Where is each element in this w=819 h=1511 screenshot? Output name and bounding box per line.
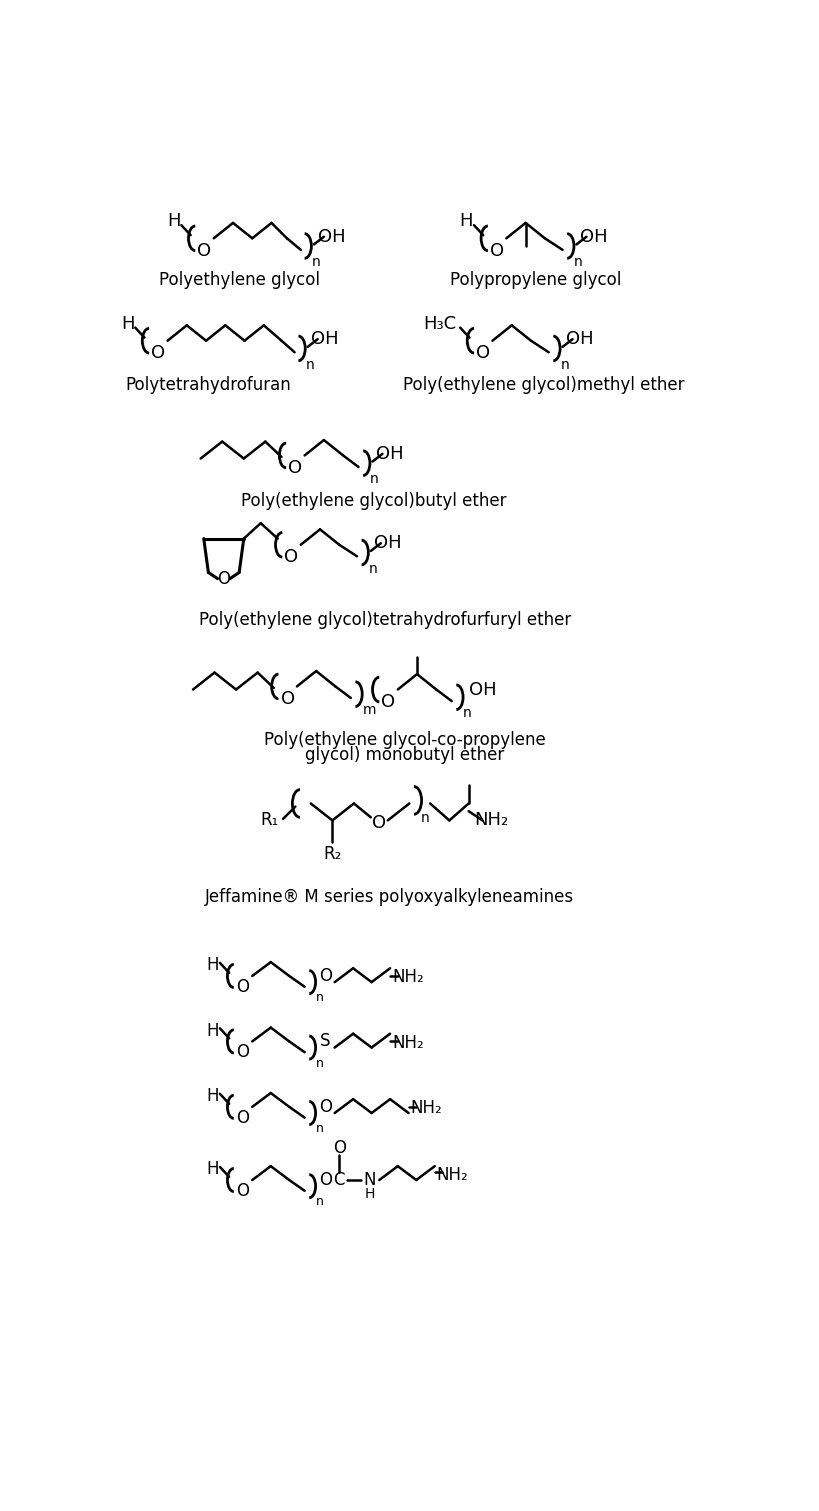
Text: H: H: [206, 1086, 219, 1105]
Text: Jeffamine® M series polyoxyalkyleneamines: Jeffamine® M series polyoxyalkyleneamine…: [205, 888, 574, 907]
Text: NH₂: NH₂: [474, 811, 509, 830]
Text: m: m: [362, 704, 376, 718]
Text: H: H: [120, 314, 134, 332]
Text: H: H: [365, 1186, 375, 1201]
Text: H₃C: H₃C: [423, 314, 456, 332]
Text: n: n: [316, 991, 324, 1005]
Text: H: H: [206, 1160, 219, 1179]
Text: n: n: [316, 1056, 324, 1070]
Text: H: H: [206, 956, 219, 975]
Text: O: O: [237, 978, 250, 996]
Text: NH₂: NH₂: [410, 1100, 442, 1118]
Text: n: n: [574, 255, 583, 269]
Text: n: n: [316, 1195, 324, 1209]
Text: O: O: [217, 570, 230, 588]
Text: NH₂: NH₂: [392, 969, 423, 987]
Text: O: O: [237, 1109, 250, 1127]
Text: Polyethylene glycol: Polyethylene glycol: [159, 270, 319, 289]
Text: O: O: [382, 694, 396, 710]
Text: O: O: [373, 814, 387, 833]
Text: n: n: [464, 707, 472, 721]
Text: H: H: [167, 213, 180, 230]
Text: S: S: [320, 1032, 331, 1050]
Text: OH: OH: [375, 444, 403, 462]
Text: n: n: [369, 562, 378, 576]
Text: OH: OH: [374, 535, 401, 552]
Text: H: H: [459, 213, 473, 230]
Text: H: H: [206, 1021, 219, 1040]
Text: Poly(ethylene glycol)butyl ether: Poly(ethylene glycol)butyl ether: [241, 493, 507, 509]
Text: Polypropylene glycol: Polypropylene glycol: [450, 270, 622, 289]
Text: O: O: [319, 1171, 332, 1189]
Text: Poly(ethylene glycol)methyl ether: Poly(ethylene glycol)methyl ether: [403, 376, 684, 394]
Text: Polytetrahydrofuran: Polytetrahydrofuran: [125, 376, 292, 394]
Text: OH: OH: [318, 228, 346, 246]
Text: n: n: [560, 358, 569, 372]
Text: O: O: [476, 345, 491, 363]
Text: n: n: [370, 473, 379, 487]
Text: n: n: [316, 1123, 324, 1135]
Text: glycol) monobutyl ether: glycol) monobutyl ether: [305, 746, 505, 765]
Text: R₁: R₁: [260, 811, 279, 830]
Text: O: O: [319, 967, 332, 985]
Text: n: n: [421, 811, 430, 825]
Text: OH: OH: [566, 331, 593, 348]
Text: OH: OH: [580, 228, 607, 246]
Text: O: O: [333, 1139, 346, 1156]
Text: O: O: [152, 345, 165, 363]
Text: O: O: [490, 242, 505, 260]
Text: O: O: [288, 459, 302, 477]
Text: O: O: [197, 242, 211, 260]
Text: NH₂: NH₂: [437, 1166, 468, 1185]
Text: Poly(ethylene glycol)tetrahydrofurfuryl ether: Poly(ethylene glycol)tetrahydrofurfuryl …: [199, 612, 572, 629]
Text: N: N: [364, 1171, 376, 1189]
Text: OH: OH: [311, 331, 338, 348]
Text: n: n: [305, 358, 314, 372]
Text: O: O: [237, 1182, 250, 1200]
Text: OH: OH: [468, 681, 496, 700]
Text: R₂: R₂: [324, 845, 342, 863]
Text: O: O: [319, 1098, 332, 1115]
Text: O: O: [284, 548, 299, 567]
Text: O: O: [281, 689, 295, 707]
Text: Poly(ethylene glycol-co-propylene: Poly(ethylene glycol-co-propylene: [264, 731, 545, 748]
Text: n: n: [311, 255, 320, 269]
Text: C: C: [333, 1171, 345, 1189]
Text: O: O: [237, 1043, 250, 1061]
Text: NH₂: NH₂: [392, 1034, 423, 1052]
